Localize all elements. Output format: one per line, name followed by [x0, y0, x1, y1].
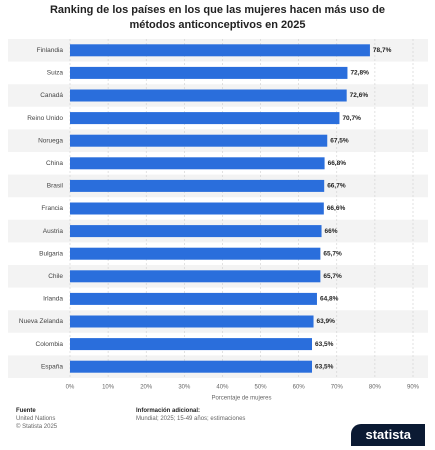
x-tick-label: 70% — [331, 385, 344, 391]
y-tick-label: Austria — [43, 228, 64, 235]
x-tick-label: 60% — [293, 385, 306, 391]
value-label: 66,8% — [328, 160, 347, 167]
logo: statista — [351, 424, 425, 446]
bar — [70, 360, 313, 373]
value-label: 67,5% — [330, 137, 349, 144]
y-tick-label: China — [46, 160, 63, 167]
bar — [70, 225, 322, 238]
bar — [70, 247, 321, 260]
x-tick-label: 50% — [255, 385, 268, 391]
bar — [70, 270, 321, 283]
bar — [70, 157, 325, 170]
y-tick-label: Suiza — [47, 70, 64, 77]
value-label: 78,7% — [373, 47, 392, 54]
source-title: Fuente — [16, 408, 36, 414]
y-tick-label: Finlandia — [37, 47, 64, 54]
x-tick-label: 20% — [140, 385, 153, 391]
value-label: 63,9% — [317, 318, 336, 325]
value-label: 72,8% — [350, 70, 369, 77]
bar — [70, 315, 314, 328]
y-tick-label: Francia — [41, 205, 63, 212]
bar — [70, 89, 347, 102]
x-tick-label: 10% — [102, 385, 115, 391]
y-tick-label: Brasil — [47, 183, 64, 190]
copyright: © Statista 2025 — [16, 424, 58, 430]
value-label: 64,8% — [320, 296, 339, 303]
bar — [70, 292, 317, 305]
chart-title: Ranking de los países en los que las muj… — [49, 4, 385, 31]
bar — [70, 66, 348, 79]
bar — [70, 44, 370, 57]
info-block: Información adicional: Mundial; 2025; 15… — [136, 407, 245, 423]
value-label: 72,6% — [350, 92, 369, 99]
x-tick-label: 90% — [407, 385, 420, 391]
source-block: Fuente United Nations © Statista 2025 — [16, 407, 57, 431]
source: United Nations — [16, 416, 56, 422]
value-label: 63,5% — [315, 341, 334, 348]
y-tick-label: Chile — [48, 273, 63, 280]
y-tick-label: Bulgaria — [39, 250, 63, 257]
value-label: 70,7% — [342, 115, 361, 122]
value-label: 65,7% — [323, 273, 342, 280]
value-label: 66% — [325, 228, 338, 235]
bar — [70, 338, 313, 351]
y-tick-label: Colombia — [36, 341, 64, 348]
x-tick-label: 30% — [178, 385, 191, 391]
bar — [70, 202, 324, 215]
y-tick-label: España — [41, 363, 63, 370]
value-label: 66,7% — [327, 183, 346, 190]
bar — [70, 134, 328, 147]
value-label: 65,7% — [323, 250, 342, 257]
value-label: 66,6% — [327, 205, 346, 212]
info-title: Información adicional: — [136, 408, 201, 414]
y-tick-label: Canadá — [40, 92, 63, 99]
y-tick-label: Noruega — [38, 137, 63, 144]
x-axis-label: Porcentaje de mujeres — [211, 396, 271, 402]
value-label: 63,5% — [315, 363, 334, 370]
bar — [70, 179, 325, 192]
y-tick-label: Nueva Zelanda — [19, 318, 63, 325]
x-tick-label: 80% — [369, 385, 382, 391]
x-tick-label: 40% — [216, 385, 229, 391]
bar — [70, 112, 340, 125]
y-tick-label: Irlanda — [43, 296, 63, 303]
y-tick-label: Reino Unido — [27, 115, 63, 122]
x-tick-label: 0% — [66, 385, 75, 391]
info: Mundial; 2025; 15-49 años; estimaciones — [136, 416, 246, 422]
